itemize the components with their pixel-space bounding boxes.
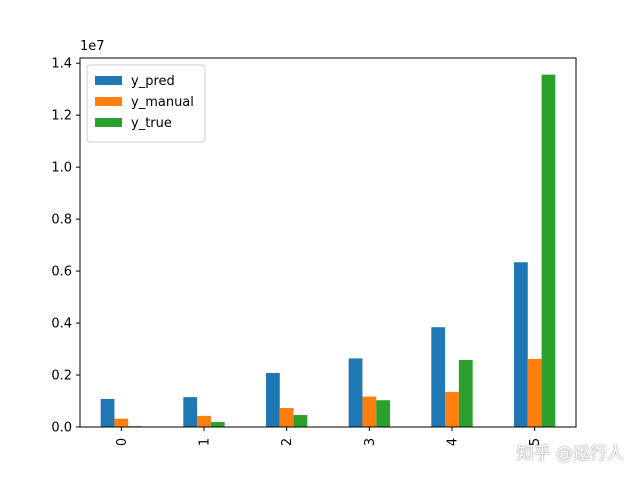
bar-y_pred-1 [183, 397, 198, 427]
legend-swatch-y_manual [95, 97, 122, 106]
bar-y_pred-0 [100, 398, 115, 427]
x-tick-label: 3 [363, 438, 378, 446]
y-tick-label: 1.0 [51, 161, 72, 176]
y-tick-label: 0.8 [51, 213, 72, 228]
bar-y_manual-5 [527, 358, 542, 427]
bar-y_true-1 [210, 422, 225, 427]
bar-y_pred-3 [348, 358, 363, 427]
y-tick-label: 0.6 [51, 265, 72, 280]
x-tick-label: 4 [446, 438, 461, 446]
x-axis: 0 1 2 3 4 5 [115, 427, 543, 446]
bar-y_pred-4 [431, 327, 446, 427]
y-tick-label: 0.4 [51, 317, 72, 332]
y-offset-label: 1e7 [80, 39, 105, 54]
x-tick-label: 0 [115, 438, 130, 446]
legend-swatch-y_true [95, 118, 122, 127]
legend-swatch-y_pred [95, 76, 122, 85]
y-axis: 0.0 0.2 0.4 0.6 0.8 1.0 1.2 1.4 [51, 57, 80, 436]
bar-y_true-4 [458, 359, 473, 427]
y-tick-label: 0.0 [51, 421, 72, 436]
bar-y_manual-1 [197, 415, 211, 427]
bar-y_true-3 [376, 400, 390, 427]
bar-y_manual-4 [445, 391, 459, 427]
x-tick-label: 5 [528, 438, 543, 446]
bar-y_true-2 [293, 415, 308, 427]
bar-y_pred-5 [514, 262, 528, 427]
bars-layer [100, 74, 556, 428]
axes-frame [79, 57, 577, 428]
legend-label-y_pred: y_pred [131, 74, 175, 89]
bar-y_true-5 [541, 74, 556, 428]
bar-y_manual-2 [279, 408, 294, 427]
legend-label-y_manual: y_manual [131, 95, 194, 110]
legend-label-y_true: y_true [131, 116, 172, 131]
x-tick-label: 2 [280, 438, 295, 446]
y-tick-label: 1.2 [51, 109, 72, 124]
y-tick-label: 0.2 [51, 369, 72, 384]
bar-y_manual-3 [362, 396, 377, 427]
legend: y_pred y_manual y_true [86, 64, 206, 143]
y-tick-label: 1.4 [51, 57, 72, 72]
x-tick-label: 1 [198, 438, 213, 446]
watermark-text: 知乎 @远行人 [516, 444, 624, 464]
bar-y_pred-2 [266, 372, 280, 427]
bar-y_manual-0 [114, 418, 129, 427]
